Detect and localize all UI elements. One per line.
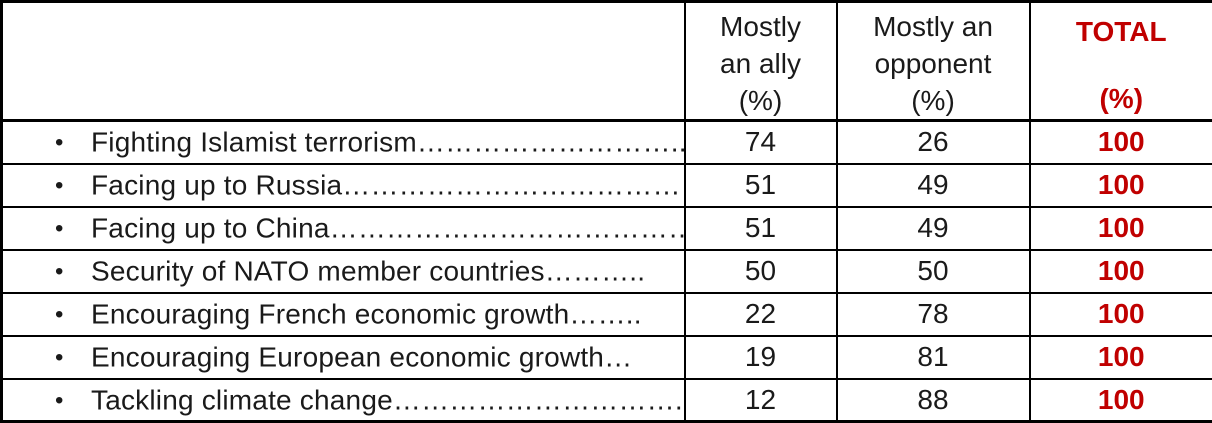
- opponent-value: 78: [835, 291, 1031, 337]
- header-row: Mostly an ally (%) Mostly an opponent (%…: [0, 0, 1212, 122]
- row-label: Facing up to China……………………………………: [91, 212, 685, 244]
- table-row: • Facing up to China…………………………………… 51 49 …: [0, 205, 1212, 251]
- total-value: 100: [1028, 248, 1212, 294]
- row-label-cell: • Security of NATO member countries………..: [0, 248, 686, 294]
- bullet-icon: •: [55, 171, 64, 199]
- header-total-percent: (%): [1099, 83, 1144, 114]
- row-label-cell: • Tackling climate change…………………………..: [0, 377, 686, 423]
- table-row: • Facing up to Russia………………………………….. 51 4…: [0, 162, 1212, 208]
- bullet-icon: •: [55, 214, 64, 242]
- table-row: • Tackling climate change………………………….. 12 …: [0, 377, 1212, 423]
- ally-value: 22: [683, 291, 838, 337]
- bullet-icon: •: [55, 343, 64, 371]
- row-label-cell: • Facing up to China……………………………………: [0, 205, 686, 251]
- bullet-icon: •: [55, 129, 64, 157]
- ally-value: 50: [683, 248, 838, 294]
- opponent-value: 81: [835, 334, 1031, 380]
- header-total: TOTAL (%): [1028, 0, 1212, 122]
- table-row: • Encouraging European economic growth… 1…: [0, 334, 1212, 380]
- row-label: Fighting Islamist terrorism………………………..: [91, 127, 685, 159]
- header-topic-empty: [0, 0, 686, 122]
- total-value: 100: [1028, 205, 1212, 251]
- row-label-cell: • Fighting Islamist terrorism………………………..: [0, 119, 686, 165]
- row-label-cell: • Encouraging European economic growth…: [0, 334, 686, 380]
- opponent-value: 88: [835, 377, 1031, 423]
- row-label: Security of NATO member countries………..: [91, 255, 646, 287]
- table-row: • Encouraging French economic growth…….. …: [0, 291, 1212, 337]
- header-mostly-ally: Mostly an ally (%): [683, 0, 838, 122]
- header-ally-line3: (%): [738, 85, 783, 116]
- opponent-value: 50: [835, 248, 1031, 294]
- ally-value: 51: [683, 205, 838, 251]
- header-total-label: TOTAL: [1075, 16, 1167, 47]
- total-value: 100: [1028, 162, 1212, 208]
- table-row: • Security of NATO member countries……….. …: [0, 248, 1212, 294]
- opponent-value: 26: [835, 119, 1031, 165]
- header-opponent-line1: Mostly an: [873, 11, 993, 42]
- opponent-value: 49: [835, 162, 1031, 208]
- ally-value: 51: [683, 162, 838, 208]
- bullet-icon: •: [55, 257, 64, 285]
- row-label-cell: • Facing up to Russia…………………………………..: [0, 162, 686, 208]
- row-label: Encouraging French economic growth……..: [91, 298, 642, 330]
- row-label: Encouraging European economic growth…: [91, 341, 633, 373]
- table-row: • Fighting Islamist terrorism……………………….. …: [0, 119, 1212, 165]
- row-label: Tackling climate change…………………………..: [91, 384, 685, 416]
- total-value: 100: [1028, 334, 1212, 380]
- total-value: 100: [1028, 291, 1212, 337]
- header-ally-line1: Mostly: [720, 11, 801, 42]
- ally-value: 74: [683, 119, 838, 165]
- row-label-cell: • Encouraging French economic growth……..: [0, 291, 686, 337]
- ally-value: 19: [683, 334, 838, 380]
- header-opponent-line2: opponent: [874, 48, 992, 79]
- total-value: 100: [1028, 119, 1212, 165]
- ally-value: 12: [683, 377, 838, 423]
- bullet-icon: •: [55, 386, 64, 414]
- opponent-value: 49: [835, 205, 1031, 251]
- header-mostly-opponent: Mostly an opponent (%): [835, 0, 1031, 122]
- row-label: Facing up to Russia…………………………………..: [91, 169, 685, 201]
- header-ally-line2: an ally: [720, 48, 801, 79]
- bullet-icon: •: [55, 300, 64, 328]
- header-opponent-line3: (%): [911, 85, 955, 116]
- total-value: 100: [1028, 377, 1212, 423]
